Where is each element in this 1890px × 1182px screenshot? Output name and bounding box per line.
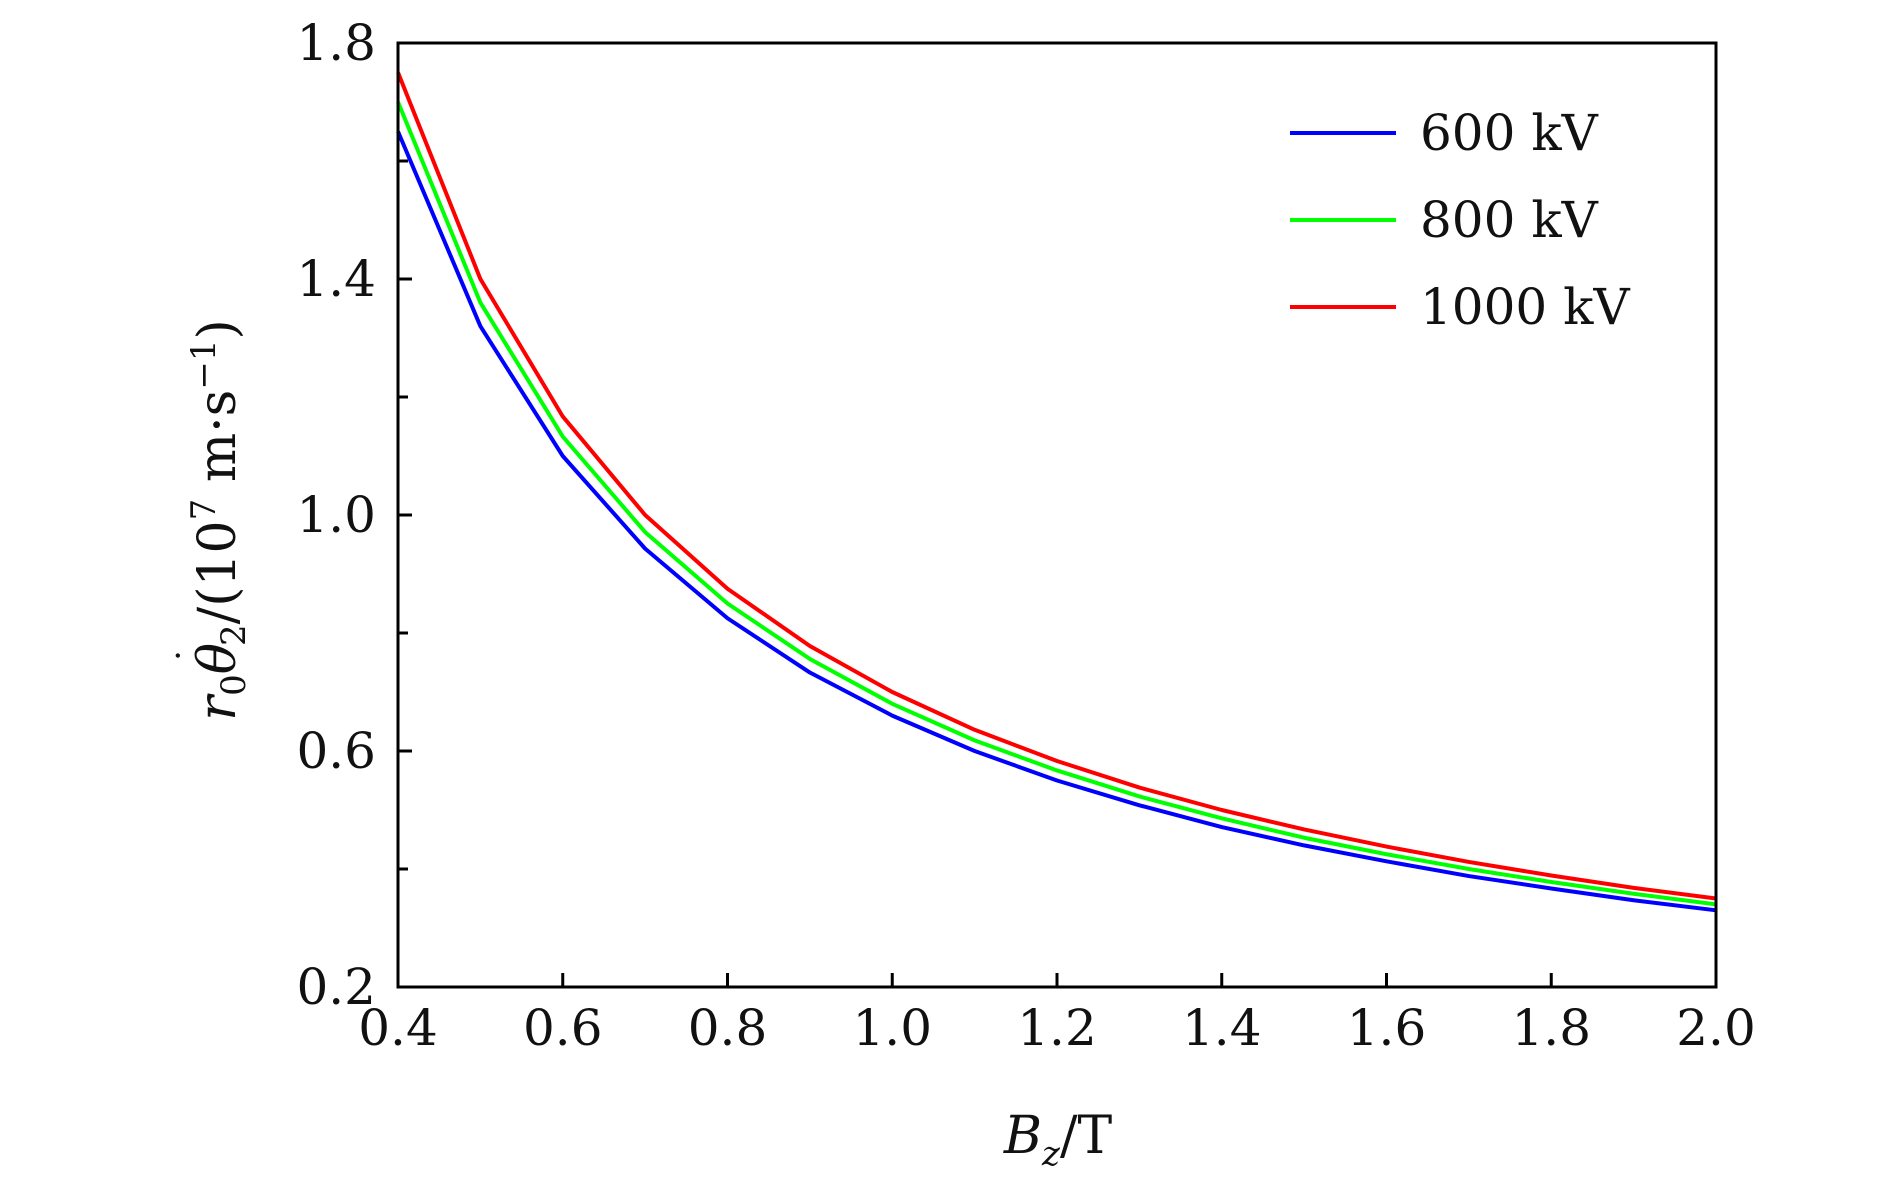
y-tick-label: 0.2 (296, 958, 376, 1016)
tick-labels: 0.4 0.6 0.8 1.0 1.2 1.4 1.6 1.8 2.0 0.2 0.6 1.0 1.4 1… (296, 14, 1755, 1057)
y-axis-title: r0θ˙2/(107 m·s−1) (170, 319, 254, 721)
series-line (396, 130, 1717, 913)
x-tick-label: 0.4 (358, 999, 438, 1057)
x-tick-label: 1.0 (852, 999, 932, 1057)
y-tick-label: 1.0 (296, 486, 376, 544)
y-tick-label: 1.8 (296, 14, 376, 72)
y-tick-label: 1.4 (296, 250, 376, 308)
x-tick-label: 1.4 (1182, 999, 1262, 1057)
x-tick-label: 0.6 (523, 999, 603, 1057)
x-tick-label: 1.8 (1511, 999, 1591, 1057)
plot-lines (396, 71, 1717, 913)
legend-label: 800 kV (1420, 191, 1599, 249)
x-tick-label: 2.0 (1676, 999, 1756, 1057)
legend: 600 kV 800 kV 1000 kV (1290, 104, 1630, 336)
series-line (396, 101, 1717, 907)
plot-frame (396, 41, 1718, 989)
axis-ticks (396, 41, 1718, 989)
x-tick-label: 1.6 (1347, 999, 1427, 1057)
x-tick-label: 1.2 (1017, 999, 1097, 1057)
legend-label: 600 kV (1420, 104, 1599, 162)
legend-label: 1000 kV (1420, 278, 1630, 336)
y-tick-label: 0.6 (296, 722, 376, 780)
series-line (396, 71, 1717, 901)
x-axis-title: Bz/T (1003, 1106, 1113, 1174)
x-tick-label: 0.8 (688, 999, 768, 1057)
